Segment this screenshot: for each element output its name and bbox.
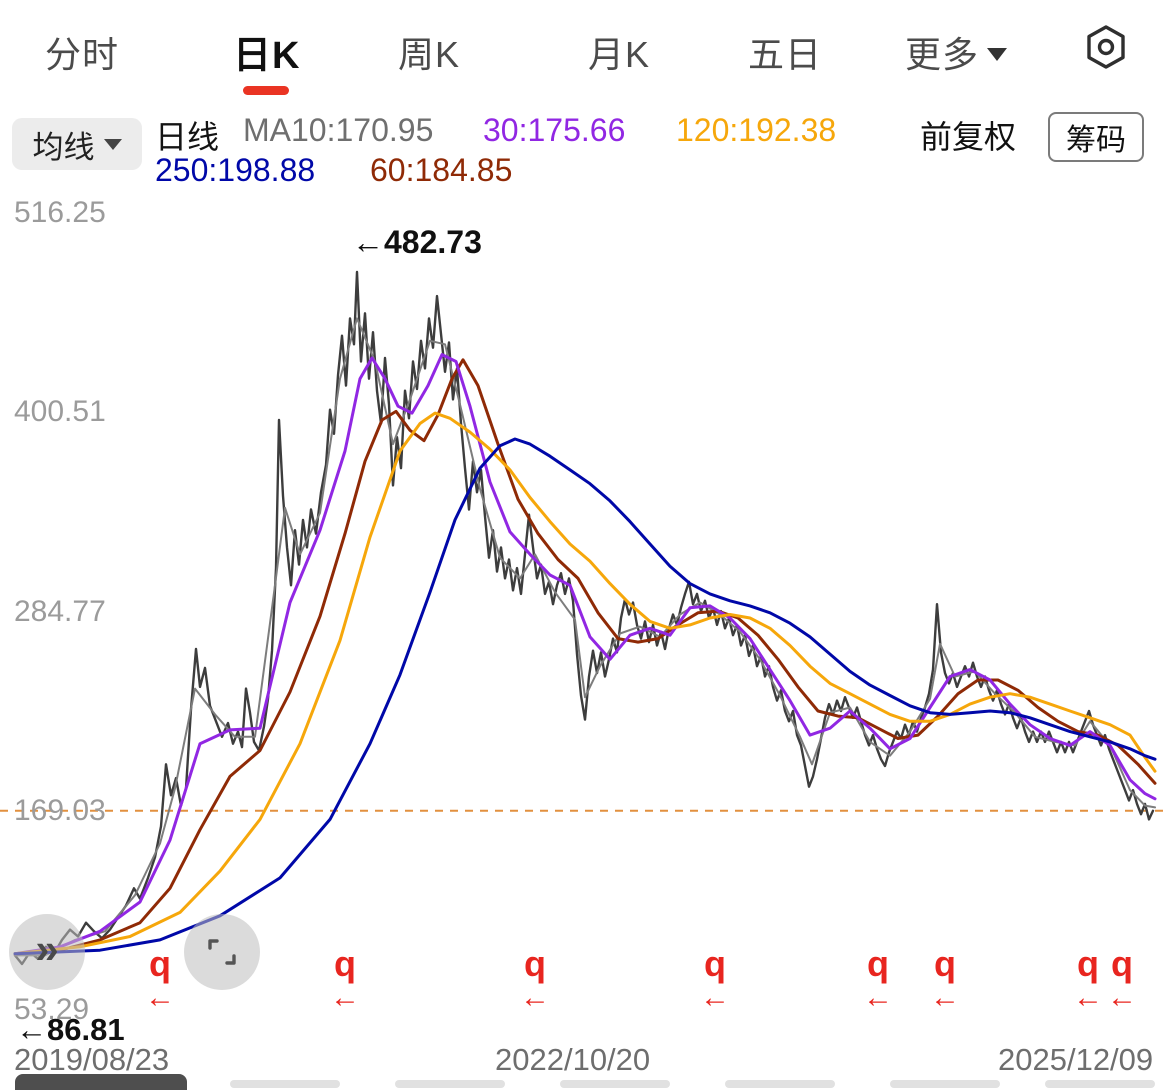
y-axis-label: 400.51	[14, 395, 106, 429]
ex-dividend-q-label: q	[1111, 943, 1133, 984]
legend-ma10: MA10:170.95	[243, 112, 434, 148]
tab-4[interactable]: 五日	[748, 26, 822, 78]
ex-dividend-marker[interactable]: q ←	[315, 943, 375, 1014]
ma-selector-label: 均线	[32, 129, 95, 165]
series-type-label: 日线	[155, 119, 220, 155]
active-tab-underline	[243, 86, 289, 95]
ex-dividend-marker[interactable]: q ←	[848, 943, 908, 1014]
tab-bar: 分时 日K 周K 月K 五日 更多	[0, 0, 1170, 100]
tab-label: 周K	[398, 34, 461, 75]
legend-ma120: 120:192.38	[676, 112, 837, 148]
adjust-mode-label[interactable]: 前复权	[920, 119, 1017, 155]
tab-3[interactable]: 月K	[588, 26, 650, 78]
x-axis-date-start: 2019/08/23	[14, 1042, 170, 1077]
bottom-bar-item	[230, 1080, 340, 1088]
bottom-bar-item	[890, 1080, 1000, 1088]
legend-ma250: 250:198.88	[155, 152, 316, 188]
left-arrow-icon: ←	[863, 981, 893, 1014]
ex-dividend-q-label: q	[334, 943, 356, 984]
series-ma60	[13, 358, 1157, 956]
chart-svg[interactable]	[0, 195, 1170, 1090]
ex-dividend-marker[interactable]: q ←	[130, 943, 190, 1014]
gear-icon[interactable]	[1080, 22, 1132, 74]
y-axis-label: 53.29	[14, 993, 90, 1026]
bottom-bar	[0, 1072, 1170, 1090]
bottom-active-tab[interactable]	[15, 1074, 187, 1090]
y-axis-label: 516.25	[14, 196, 106, 229]
y-axis-label: 284.77	[14, 594, 106, 628]
ex-dividend-q-label: q	[524, 943, 546, 984]
chips-button[interactable]: 筹码	[1048, 112, 1144, 162]
left-arrow-icon: ←	[1107, 981, 1137, 1014]
ex-dividend-marker[interactable]: q ←	[915, 943, 975, 1014]
series-ma30	[13, 353, 1157, 956]
ex-dividend-q-label: q	[934, 943, 956, 984]
tab-2[interactable]: 周K	[398, 26, 460, 78]
left-arrow-icon: ←	[520, 981, 550, 1014]
ex-dividend-marker[interactable]: q ←	[685, 943, 745, 1014]
left-arrow-icon: ←	[145, 981, 175, 1014]
bottom-bar-item	[560, 1080, 670, 1088]
legend-ma30: 30:175.66	[483, 112, 626, 148]
tab-5[interactable]: 更多	[905, 26, 1008, 78]
ex-dividend-q-label: q	[704, 943, 726, 984]
ex-dividend-q-label: q	[1077, 943, 1099, 984]
tab-label: 日K	[233, 35, 301, 77]
x-axis-date-middle: 2022/10/20	[495, 1042, 651, 1077]
legend-ma60: 60:184.85	[370, 152, 513, 188]
tab-label: 更多	[905, 34, 980, 75]
tab-label: 五日	[748, 34, 823, 75]
double-chevron-right-icon: »	[35, 925, 59, 972]
bottom-bar-item	[725, 1080, 835, 1088]
low-annotation: ←86.81	[16, 1012, 125, 1047]
tab-0[interactable]: 分时	[45, 26, 119, 78]
chevron-down-icon	[103, 138, 122, 150]
ma-selector-button[interactable]: 均线	[12, 118, 142, 170]
ex-dividend-marker[interactable]: q ←	[505, 943, 565, 1014]
ex-dividend-q-label: q	[867, 943, 889, 984]
tab-daily-k[interactable]: 日K	[233, 24, 300, 79]
expand-panel-button[interactable]: »	[9, 914, 85, 990]
chevron-down-icon	[987, 48, 1008, 61]
series-ma250	[13, 437, 1157, 956]
fullscreen-button[interactable]	[184, 914, 260, 990]
bottom-bar-item	[1045, 1080, 1155, 1088]
left-arrow-icon: ←	[1073, 981, 1103, 1014]
left-arrow-icon: ←	[330, 981, 360, 1014]
series-ma120	[13, 411, 1157, 956]
tab-label: 月K	[588, 34, 651, 75]
ex-dividend-q-label: q	[149, 943, 171, 984]
y-axis-label: 169.03	[14, 793, 106, 827]
x-axis-date-end: 2025/12/09	[998, 1042, 1154, 1077]
tab-label: 分时	[45, 34, 120, 75]
kline-chart[interactable]	[0, 195, 1170, 1090]
peak-annotation: ←482.73	[352, 224, 482, 260]
fullscreen-icon	[208, 939, 236, 965]
ex-dividend-marker[interactable]: q ←	[1092, 943, 1152, 1014]
chips-button-label: 筹码	[1066, 124, 1126, 157]
bottom-bar-item	[395, 1080, 505, 1088]
ex-dividend-marker[interactable]: q ←	[1058, 943, 1118, 1014]
left-arrow-icon: ←	[700, 981, 730, 1014]
left-arrow-icon: ←	[930, 981, 960, 1014]
